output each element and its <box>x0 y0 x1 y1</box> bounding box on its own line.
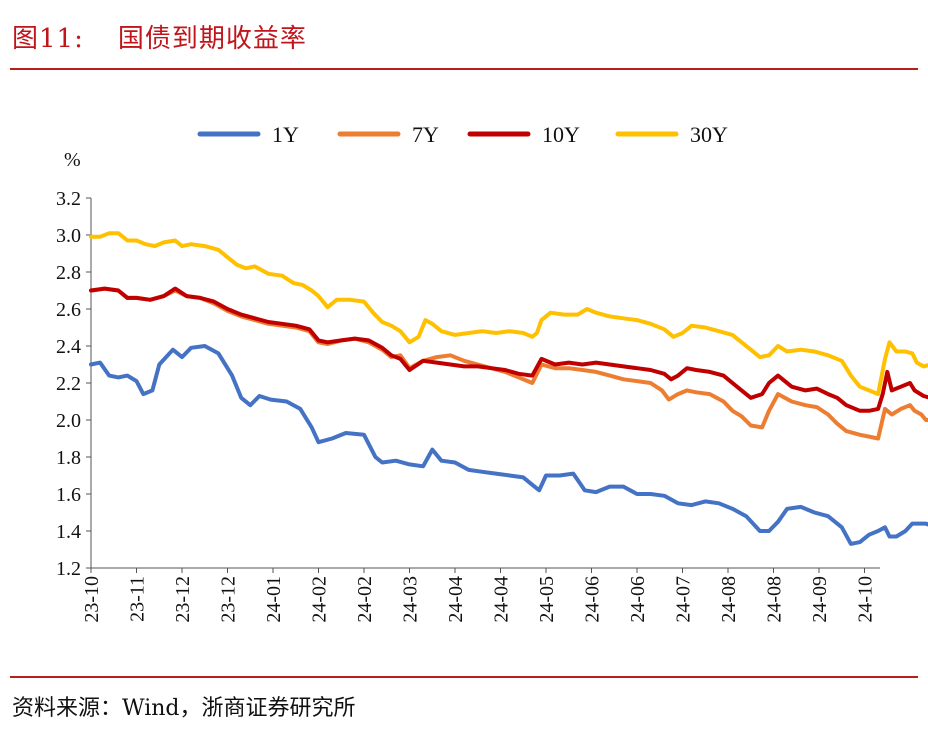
legend-label-7y: 7Y <box>412 122 439 147</box>
x-tick-label: 23-10 <box>81 576 103 623</box>
series-line-7y <box>89 286 928 441</box>
y-tick-label: 3.2 <box>56 188 81 210</box>
x-tick-label: 24-06 <box>582 576 604 623</box>
top-rule <box>10 68 918 70</box>
x-tick-label: 24-03 <box>400 576 422 623</box>
y-tick-label: 2.2 <box>56 373 81 395</box>
y-tick-label: 2.8 <box>56 262 81 284</box>
x-tick-label: 24-01 <box>263 576 285 623</box>
x-tick-label: 24-10 <box>855 576 877 623</box>
x-tick-label: 23-12 <box>172 576 194 623</box>
y-tick-label: 1.4 <box>56 521 81 543</box>
series-line-30y <box>89 231 928 397</box>
figure-label: 图11: <box>12 24 84 54</box>
x-tick-label: 24-04 <box>491 576 513 623</box>
legend-label-10y: 10Y <box>542 122 580 147</box>
x-tick-label: 24-09 <box>809 576 831 623</box>
x-tick-label: 24-02 <box>309 576 331 623</box>
figure-title-text: 国债到期收益率 <box>117 24 307 54</box>
yield-chart: % 1.2 1.4 1.6 1.8 2.0 2.2 2.4 2.6 2.8 3.0 3.2 23-10 2… <box>56 122 928 623</box>
series-line-10y <box>89 286 928 413</box>
x-tick-label: 23-11 <box>127 576 149 622</box>
y-tick-label: 3.0 <box>56 225 81 247</box>
legend-label-30y: 30Y <box>690 122 728 147</box>
y-tick-label: 1.6 <box>56 484 81 506</box>
y-tick-label: 2.6 <box>56 299 81 321</box>
figure-title: 图11: 国债到期收益率 <box>12 18 307 55</box>
x-tick-label: 24-07 <box>673 576 695 623</box>
source-note: 资料来源：Wind，浙商证券研究所 <box>12 696 356 721</box>
series-line-1y <box>89 344 928 546</box>
y-tick-label: 1.8 <box>56 447 81 469</box>
y-tick-label: 2.0 <box>56 410 81 432</box>
y-tick-label: 2.4 <box>56 336 81 358</box>
legend-label-1y: 1Y <box>272 122 299 147</box>
x-tick-label: 23-12 <box>218 576 240 623</box>
bottom-rule <box>10 676 918 678</box>
y-axis-unit: % <box>64 149 81 171</box>
x-tick-label: 24-06 <box>627 576 649 623</box>
x-tick-label: 24-02 <box>354 576 376 623</box>
x-tick-label: 24-08 <box>718 576 740 623</box>
y-tick-label: 1.2 <box>56 558 81 580</box>
x-tick-label: 24-04 <box>445 576 467 623</box>
x-tick-label: 24-05 <box>536 576 558 623</box>
x-tick-label: 24-08 <box>764 576 786 623</box>
